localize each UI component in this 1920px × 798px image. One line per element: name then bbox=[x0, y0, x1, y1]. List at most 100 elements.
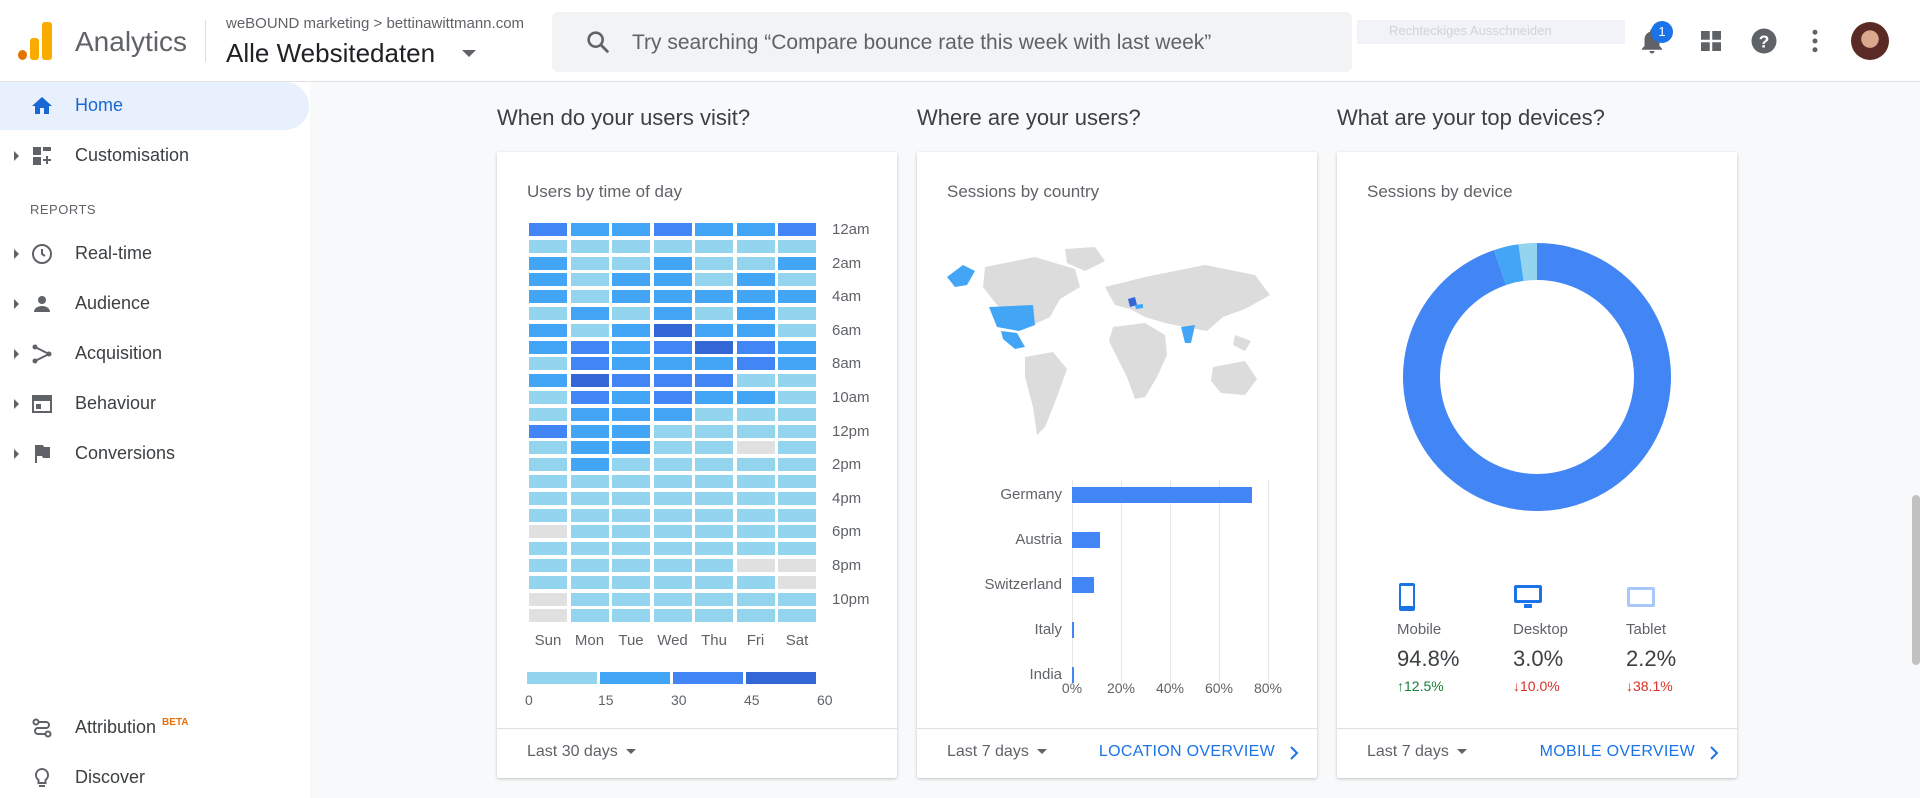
heatmap-cell[interactable] bbox=[570, 239, 609, 253]
heatmap-cell[interactable] bbox=[736, 424, 775, 438]
sidebar-item-audience[interactable]: Audience bbox=[0, 280, 310, 328]
heatmap-cell[interactable] bbox=[736, 592, 775, 606]
date-range-selector[interactable]: Last 7 days bbox=[1367, 743, 1467, 761]
heatmap-cell[interactable] bbox=[653, 592, 692, 606]
heatmap-cell[interactable] bbox=[736, 525, 775, 539]
heatmap-cell[interactable] bbox=[778, 223, 816, 236]
heatmap-cell[interactable] bbox=[736, 223, 775, 236]
country-bar[interactable] bbox=[1072, 487, 1253, 503]
heatmap-cell[interactable] bbox=[653, 525, 692, 539]
heatmap-cell[interactable] bbox=[612, 475, 650, 488]
heatmap-cell[interactable] bbox=[695, 559, 733, 572]
heatmap-cell[interactable] bbox=[612, 559, 650, 572]
device-mobile[interactable]: Mobile 94.8% ↑12.5% bbox=[1397, 582, 1507, 694]
heatmap-cell[interactable] bbox=[612, 391, 650, 404]
heatmap-cell[interactable] bbox=[778, 273, 816, 287]
heatmap-cell[interactable] bbox=[695, 575, 733, 589]
heatmap-cell[interactable] bbox=[736, 273, 775, 287]
heatmap-cell[interactable] bbox=[778, 424, 816, 438]
heatmap-cell[interactable] bbox=[570, 391, 609, 404]
heatmap-cell[interactable] bbox=[695, 391, 733, 404]
heatmap-cell[interactable] bbox=[529, 357, 567, 371]
heatmap-cell[interactable] bbox=[529, 273, 567, 287]
heatmap-cell[interactable] bbox=[736, 575, 775, 589]
sidebar-item-real-time[interactable]: Real-time bbox=[0, 230, 310, 278]
heatmap-cell[interactable] bbox=[612, 273, 650, 287]
heatmap-cell[interactable] bbox=[695, 508, 733, 522]
heatmap-cell[interactable] bbox=[778, 374, 816, 388]
heatmap-cell[interactable] bbox=[778, 290, 816, 304]
heatmap-cell[interactable] bbox=[612, 592, 650, 606]
heatmap-cell[interactable] bbox=[570, 458, 609, 472]
sidebar-item-conversions[interactable]: Conversions bbox=[0, 430, 310, 478]
heatmap-cell[interactable] bbox=[653, 223, 692, 236]
heatmap-cell[interactable] bbox=[570, 475, 609, 488]
heatmap-cell[interactable] bbox=[570, 407, 609, 421]
heatmap-cell[interactable] bbox=[653, 575, 692, 589]
heatmap-cell[interactable] bbox=[778, 441, 816, 455]
heatmap-cell[interactable] bbox=[695, 542, 733, 556]
heatmap-cell[interactable] bbox=[612, 491, 650, 505]
heatmap-cell[interactable] bbox=[653, 424, 692, 438]
chevron-right-icon[interactable] bbox=[1709, 745, 1719, 761]
heatmap-cell[interactable] bbox=[529, 323, 567, 337]
donut-slice-desktop[interactable] bbox=[1493, 244, 1524, 286]
heatmap-cell[interactable] bbox=[529, 542, 567, 556]
heatmap-cell[interactable] bbox=[778, 323, 816, 337]
country-bar[interactable] bbox=[1072, 667, 1075, 683]
heatmap-cell[interactable] bbox=[612, 542, 650, 556]
world-map[interactable] bbox=[945, 247, 1290, 447]
heatmap-cell[interactable] bbox=[695, 307, 733, 320]
chevron-right-icon[interactable] bbox=[1289, 745, 1299, 761]
heatmap-cell[interactable] bbox=[612, 357, 650, 371]
heatmap-cell[interactable] bbox=[778, 256, 816, 270]
heatmap-cell[interactable] bbox=[736, 374, 775, 388]
heatmap-cell[interactable] bbox=[778, 407, 816, 421]
heatmap-cell[interactable] bbox=[653, 542, 692, 556]
heatmap-cell[interactable] bbox=[653, 307, 692, 320]
heatmap-cell[interactable] bbox=[736, 407, 775, 421]
avatar[interactable] bbox=[1851, 22, 1889, 60]
heatmap-cell[interactable] bbox=[653, 458, 692, 472]
heatmap-cell[interactable] bbox=[529, 424, 567, 438]
heatmap-cell[interactable] bbox=[612, 239, 650, 253]
heatmap-cell[interactable] bbox=[612, 575, 650, 589]
heatmap-cell[interactable] bbox=[570, 491, 609, 505]
heatmap-cell[interactable] bbox=[529, 508, 567, 522]
heatmap-cell[interactable] bbox=[778, 508, 816, 522]
heatmap-cell[interactable] bbox=[529, 223, 567, 236]
heatmap-cell[interactable] bbox=[778, 458, 816, 472]
heatmap-cell[interactable] bbox=[653, 559, 692, 572]
heatmap-cell[interactable] bbox=[529, 475, 567, 488]
heatmap-cell[interactable] bbox=[736, 559, 775, 572]
heatmap-cell[interactable] bbox=[695, 407, 733, 421]
heatmap-cell[interactable] bbox=[570, 374, 609, 388]
heatmap-cell[interactable] bbox=[736, 542, 775, 556]
heatmap-cell[interactable] bbox=[570, 273, 609, 287]
location-overview-link[interactable]: LOCATION OVERVIEW bbox=[1098, 743, 1275, 760]
heatmap-cell[interactable] bbox=[736, 239, 775, 253]
heatmap-cell[interactable] bbox=[612, 508, 650, 522]
heatmap-cell[interactable] bbox=[529, 340, 567, 354]
heatmap-cell[interactable] bbox=[570, 290, 609, 304]
heatmap-cell[interactable] bbox=[612, 323, 650, 337]
heatmap-cell[interactable] bbox=[612, 407, 650, 421]
sidebar-item-acquisition[interactable]: Acquisition bbox=[0, 330, 310, 378]
sidebar-item-behaviour[interactable]: Behaviour bbox=[0, 380, 310, 428]
heatmap-cell[interactable] bbox=[570, 592, 609, 606]
heatmap-cell[interactable] bbox=[736, 391, 775, 404]
heatmap-cell[interactable] bbox=[529, 592, 567, 606]
heatmap-cell[interactable] bbox=[570, 559, 609, 572]
heatmap-cell[interactable] bbox=[529, 441, 567, 455]
heatmap-cell[interactable] bbox=[695, 273, 733, 287]
heatmap-cell[interactable] bbox=[736, 609, 775, 623]
heatmap-cell[interactable] bbox=[695, 609, 733, 623]
heatmap-cell[interactable] bbox=[736, 290, 775, 304]
heatmap-cell[interactable] bbox=[529, 525, 567, 539]
heatmap-cell[interactable] bbox=[529, 391, 567, 404]
heatmap-cell[interactable] bbox=[778, 239, 816, 253]
heatmap-cell[interactable] bbox=[653, 391, 692, 404]
heatmap-cell[interactable] bbox=[570, 223, 609, 236]
heatmap-cell[interactable] bbox=[529, 407, 567, 421]
heatmap-cell[interactable] bbox=[529, 559, 567, 572]
